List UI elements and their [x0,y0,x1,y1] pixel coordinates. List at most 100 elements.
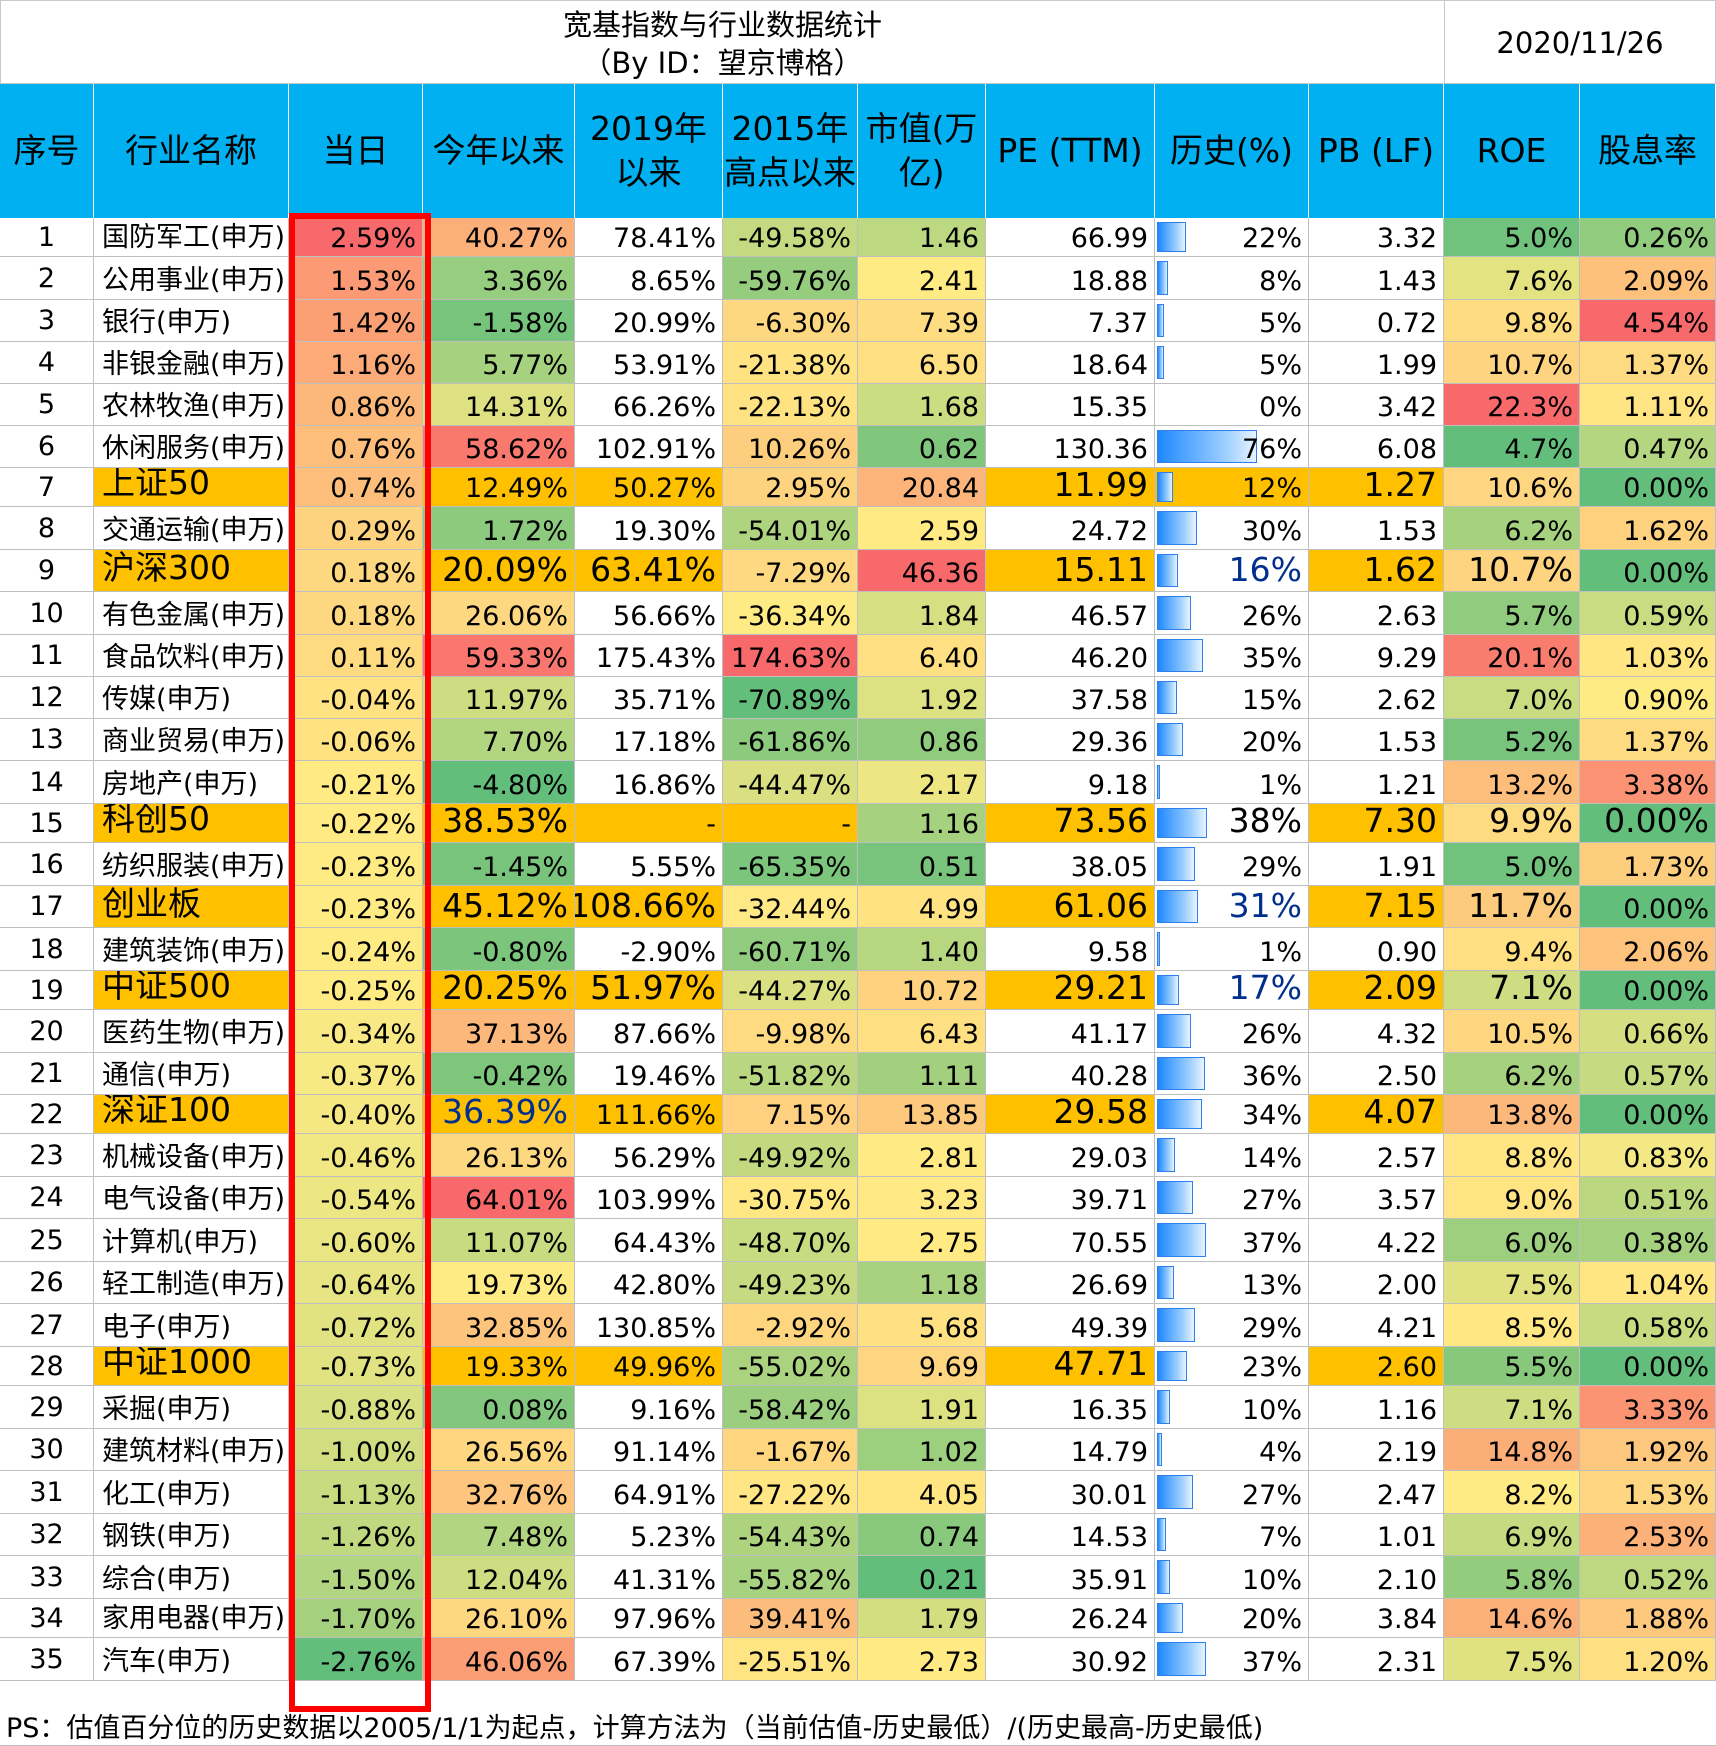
cell-y2015: 39.41% [723,1599,858,1638]
cell-pb: 1.53 [1309,719,1444,761]
cell-hist: 8% [1155,257,1309,300]
cell-div: 0.58% [1580,1304,1716,1347]
cell-div: 0.90% [1580,677,1716,719]
cell-hist: 20% [1155,719,1309,761]
cell-pe: 47.71 [986,1347,1155,1386]
cell-hist: 37% [1155,1638,1309,1681]
cell-hist: 5% [1155,342,1309,384]
cell-seq: 33 [0,1556,94,1599]
cell-roe: 10.6% [1444,468,1580,507]
cell-pb: 0.90 [1309,928,1444,971]
cell-roe: 7.6% [1444,257,1580,300]
cell-y2015: -70.89% [723,677,858,719]
cell-roe: 10.5% [1444,1010,1580,1053]
history-percent-text: 37% [1241,1647,1302,1678]
cell-hist: 37% [1155,1219,1309,1262]
cell-seq: 22 [0,1095,94,1134]
cell-y2019: 66.26% [575,384,723,426]
cell-hist: 36% [1155,1053,1309,1095]
cell-div: 0.00% [1580,1347,1716,1386]
cell-roe: 14.8% [1444,1429,1580,1471]
cell-seq: 20 [0,1010,94,1053]
cell-hist: 7% [1155,1514,1309,1556]
history-percent-bar [1157,1475,1193,1509]
cell-div: 0.83% [1580,1134,1716,1177]
cell-pb: 4.22 [1309,1219,1444,1262]
cell-y2015: -54.43% [723,1514,858,1556]
cell-seq: 27 [0,1304,94,1347]
cell-y2019: 91.14% [575,1429,723,1471]
cell-cap: 1.91 [858,1386,986,1429]
cell-cap: 1.46 [858,218,986,257]
cell-pb: 2.57 [1309,1134,1444,1177]
cell-y2015: -59.76% [723,257,858,300]
cell-div: 4.54% [1580,300,1716,342]
cell-hist: 35% [1155,635,1309,677]
cell-seq: 30 [0,1429,94,1471]
cell-name: 采掘(申万) [94,1386,289,1429]
cell-y2019: 50.27% [575,468,723,507]
cell-y2019: 175.43% [575,635,723,677]
history-percent-text: 22% [1241,223,1302,254]
cell-ytd: 14.31% [423,384,575,426]
cell-y2015: -25.51% [723,1638,858,1681]
cell-y2015: -54.01% [723,507,858,550]
cell-y2019: -2.90% [575,928,723,971]
cell-y2019: 16.86% [575,761,723,804]
cell-cap: 13.85 [858,1095,986,1134]
cell-ytd: 32.76% [423,1471,575,1514]
cell-seq: 32 [0,1514,94,1556]
cell-name: 汽车(申万) [94,1638,289,1681]
cell-pe: 18.88 [986,257,1155,300]
cell-day: -1.00% [289,1429,423,1471]
cell-y2015: -49.92% [723,1134,858,1177]
cell-day: -1.50% [289,1556,423,1599]
cell-hist: 14% [1155,1134,1309,1177]
cell-ytd: 7.70% [423,719,575,761]
cell-pe: 46.20 [986,635,1155,677]
cell-cap: 1.84 [858,592,986,635]
cell-cap: 5.68 [858,1304,986,1347]
cell-roe: 7.0% [1444,677,1580,719]
cell-div: 0.00% [1580,550,1716,592]
history-percent-text: 27% [1241,1480,1302,1511]
history-percent-text: 4% [1259,1437,1302,1468]
cell-seq: 17 [0,886,94,928]
cell-day: -0.88% [289,1386,423,1429]
cell-seq: 24 [0,1177,94,1219]
cell-y2019: 49.96% [575,1347,723,1386]
history-percent-text: 10% [1241,1395,1302,1426]
cell-name: 中证500 [94,971,289,1010]
cell-pe: 26.69 [986,1262,1155,1304]
cell-y2019: 20.99% [575,300,723,342]
cell-y2019: 111.66% [575,1095,723,1134]
cell-roe: 6.0% [1444,1219,1580,1262]
cell-pb: 2.09 [1309,971,1444,1010]
cell-name: 综合(申万) [94,1556,289,1599]
cell-cap: 2.73 [858,1638,986,1681]
cell-hist: 17% [1155,971,1309,1010]
cell-seq: 16 [0,843,94,886]
cell-div: 1.88% [1580,1599,1716,1638]
cell-hist: 13% [1155,1262,1309,1304]
cell-cap: 2.75 [858,1219,986,1262]
cell-y2015: -30.75% [723,1177,858,1219]
cell-y2019: 41.31% [575,1556,723,1599]
cell-y2015: -60.71% [723,928,858,971]
cell-y2015: -21.38% [723,342,858,384]
cell-name: 电子(申万) [94,1304,289,1347]
cell-pe: 30.92 [986,1638,1155,1681]
history-percent-text: 5% [1259,308,1302,339]
cell-ytd: 3.36% [423,257,575,300]
cell-cap: 1.79 [858,1599,986,1638]
cell-y2015: -36.34% [723,592,858,635]
history-percent-text: 76% [1241,434,1302,465]
cell-y2019: 102.91% [575,426,723,468]
history-percent-bar [1157,723,1183,756]
cell-day: -0.06% [289,719,423,761]
cell-pb: 2.10 [1309,1556,1444,1599]
cell-hist: 27% [1155,1177,1309,1219]
cell-roe: 13.8% [1444,1095,1580,1134]
cell-day: -0.34% [289,1010,423,1053]
cell-cap: 2.17 [858,761,986,804]
